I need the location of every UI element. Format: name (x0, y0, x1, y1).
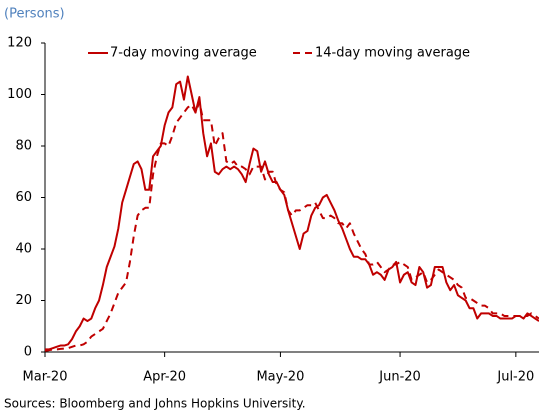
series-line (44, 101, 539, 352)
y-tick-label: 40 (15, 242, 32, 257)
x-tick-label: Jul-20 (496, 370, 534, 385)
y-tick-label: 80 (15, 139, 32, 154)
x-tick-label: Jun-20 (378, 370, 421, 385)
y-tick-label: 60 (15, 190, 32, 205)
legend-label: 14-day moving average (315, 46, 470, 61)
x-tick-label: Apr-20 (143, 370, 186, 385)
y-axis-unit: (Persons) (4, 7, 65, 22)
y-tick-label: 100 (7, 87, 32, 102)
x-tick-label: Mar-20 (23, 370, 68, 385)
y-tick-label: 120 (7, 36, 32, 51)
source-note: Sources: Bloomberg and Johns Hopkins Uni… (4, 397, 306, 411)
y-tick-label: 20 (15, 293, 32, 308)
y-tick-label: 0 (24, 345, 32, 360)
series-line (45, 75, 539, 351)
x-tick-label: May-20 (256, 370, 304, 385)
legend-label: 7-day moving average (110, 46, 257, 61)
